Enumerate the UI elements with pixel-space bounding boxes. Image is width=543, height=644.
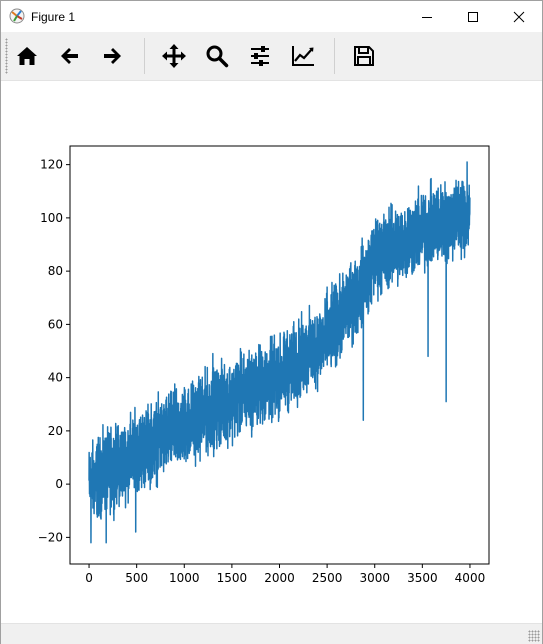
figure-canvas[interactable]: 0 500 1000 1500 2000 2500 3000 3500 4000 −20 0 20 4…	[1, 81, 542, 623]
minimize-icon	[422, 16, 432, 18]
minimize-button[interactable]	[404, 1, 450, 32]
x-tick-label: 0	[85, 571, 93, 585]
matplotlib-figure-icon	[9, 8, 25, 24]
x-tick-label: 2000	[264, 571, 295, 585]
y-tick-label: 0	[55, 477, 63, 491]
save-button[interactable]	[348, 40, 380, 72]
y-tick-label: 20	[48, 424, 63, 438]
subplots-button[interactable]	[244, 40, 276, 72]
sliders-icon	[251, 46, 269, 66]
back-button[interactable]	[54, 40, 86, 72]
x-tick-label: 1000	[169, 571, 200, 585]
maximize-icon	[468, 11, 478, 22]
arrow-left-icon	[61, 48, 78, 64]
zoom-button[interactable]	[201, 40, 233, 72]
y-tick-label: −20	[38, 530, 63, 544]
forward-button[interactable]	[96, 40, 128, 72]
x-tick-label: 4000	[455, 571, 486, 585]
magnifier-icon	[206, 45, 229, 68]
line-chart-icon	[292, 46, 314, 66]
toolbar-separator	[144, 38, 145, 74]
y-tick-label: 80	[48, 264, 63, 278]
x-tick-label: 1500	[217, 571, 248, 585]
arrow-right-icon	[104, 48, 121, 64]
move-icon	[162, 44, 186, 68]
customize-button[interactable]	[287, 40, 319, 72]
y-tick-label: 100	[40, 211, 63, 225]
navigation-toolbar	[1, 32, 542, 81]
close-button[interactable]	[496, 1, 542, 32]
x-tick-label: 500	[125, 571, 148, 585]
y-tick-label: 40	[48, 371, 63, 385]
floppy-disk-icon	[354, 46, 374, 66]
toolbar-separator	[334, 38, 335, 74]
line-plot: 0 500 1000 1500 2000 2500 3000 3500 4000 −20 0 20 4…	[38, 145, 490, 585]
x-tick-label: 3500	[407, 571, 438, 585]
title-bar[interactable]: Figure 1	[1, 1, 542, 32]
y-tick-label: 60	[48, 317, 63, 331]
x-tick-label: 3000	[359, 571, 390, 585]
pan-button[interactable]	[158, 40, 190, 72]
home-button[interactable]	[11, 40, 43, 72]
y-tick-label: 120	[40, 158, 63, 172]
home-icon	[17, 47, 37, 65]
series-line	[88, 161, 471, 544]
size-grip[interactable]	[528, 630, 540, 642]
close-icon	[513, 11, 525, 22]
status-bar	[1, 623, 542, 644]
x-tick-label: 2500	[312, 571, 343, 585]
maximize-button[interactable]	[450, 1, 496, 32]
window-title: Figure 1	[31, 10, 76, 24]
toolbar-grip[interactable]	[5, 38, 8, 74]
